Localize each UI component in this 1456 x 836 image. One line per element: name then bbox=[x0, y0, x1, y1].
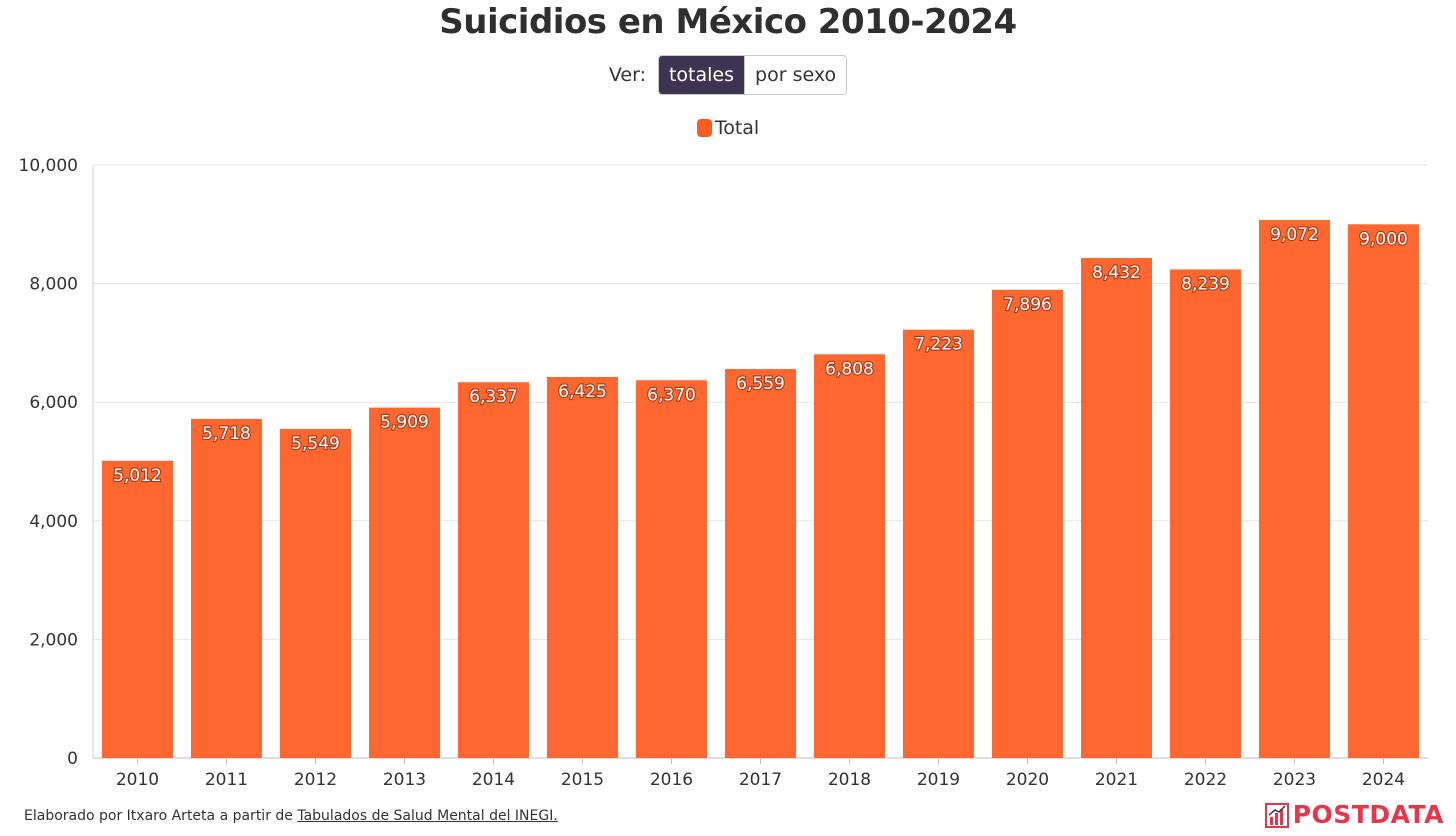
bar-2011[interactable] bbox=[191, 418, 262, 758]
data-label: 7,896 bbox=[1003, 295, 1052, 315]
x-tick-label: 2011 bbox=[205, 770, 248, 790]
toggle-totales-button[interactable]: totales bbox=[658, 56, 745, 94]
logo-text: POSTDATA bbox=[1292, 800, 1444, 829]
data-label: 5,718 bbox=[202, 424, 251, 444]
x-tick-label: 2023 bbox=[1273, 770, 1316, 790]
bar-2020[interactable] bbox=[992, 289, 1063, 758]
legend-label-total: Total bbox=[714, 117, 760, 139]
x-tick-label: 2017 bbox=[739, 770, 782, 790]
toggle-por-sexo-button[interactable]: por sexo bbox=[744, 56, 847, 94]
bar-2018[interactable] bbox=[814, 354, 885, 758]
bar-2017[interactable] bbox=[725, 369, 796, 758]
data-label: 9,072 bbox=[1270, 225, 1319, 245]
x-tick-label: 2024 bbox=[1362, 770, 1405, 790]
x-tick-label: 2018 bbox=[828, 770, 871, 790]
legend-swatch bbox=[696, 119, 712, 137]
data-label: 8,432 bbox=[1092, 263, 1141, 283]
view-toggle: totales por sexo bbox=[657, 55, 848, 95]
data-label: 6,808 bbox=[825, 359, 874, 379]
y-tick-label: 2,000 bbox=[29, 630, 78, 650]
bar-chart-icon bbox=[1264, 802, 1289, 828]
data-label: 5,012 bbox=[113, 466, 162, 486]
bar-2022[interactable] bbox=[1170, 269, 1241, 758]
chart-title: Suicidios en México 2010-2024 bbox=[439, 2, 1017, 42]
data-label: 6,337 bbox=[469, 387, 518, 407]
x-tick-label: 2022 bbox=[1184, 770, 1227, 790]
bar-2024[interactable] bbox=[1348, 224, 1419, 759]
data-label: 6,370 bbox=[647, 385, 696, 405]
data-label: 5,909 bbox=[380, 413, 429, 433]
data-label: 6,559 bbox=[736, 374, 785, 394]
x-tick-label: 2016 bbox=[650, 770, 693, 790]
bar-2013[interactable] bbox=[369, 407, 440, 758]
y-tick-label: 8,000 bbox=[29, 275, 78, 295]
bar-2016[interactable] bbox=[636, 380, 707, 758]
x-tick-label: 2015 bbox=[561, 770, 604, 790]
bar-2019[interactable] bbox=[903, 329, 974, 758]
bar-2015[interactable] bbox=[547, 376, 618, 758]
y-tick-label: 0 bbox=[67, 749, 78, 769]
view-toggle-row: Ver: totales por sexo bbox=[0, 55, 1456, 95]
data-label: 8,239 bbox=[1181, 274, 1230, 294]
source-link[interactable]: Tabulados de Salud Mental del INEGI. bbox=[297, 808, 558, 824]
bar-2023[interactable] bbox=[1259, 220, 1330, 758]
y-tick-label: 4,000 bbox=[29, 512, 78, 532]
x-tick-label: 2014 bbox=[472, 770, 515, 790]
bar-2014[interactable] bbox=[458, 382, 529, 758]
bar-2010[interactable] bbox=[102, 460, 173, 758]
data-label: 5,549 bbox=[291, 434, 340, 454]
postdata-logo[interactable]: POSTDATA bbox=[1264, 800, 1444, 829]
x-tick-label: 2020 bbox=[1006, 770, 1049, 790]
data-label: 6,425 bbox=[558, 382, 607, 402]
y-tick-label: 10,000 bbox=[19, 156, 78, 176]
x-tick-label: 2010 bbox=[116, 770, 159, 790]
x-tick-label: 2013 bbox=[383, 770, 426, 790]
bar-2021[interactable] bbox=[1081, 257, 1152, 758]
data-label: 7,223 bbox=[914, 335, 963, 355]
y-tick-label: 6,000 bbox=[29, 393, 78, 413]
x-tick-label: 2019 bbox=[917, 770, 960, 790]
footer-credit: Elaborado por Itxaro Arteta a partir de … bbox=[24, 808, 558, 824]
view-label: Ver: bbox=[608, 64, 646, 86]
legend[interactable]: Total bbox=[0, 117, 1456, 139]
data-label: 9,000 bbox=[1359, 229, 1408, 249]
x-tick-label: 2021 bbox=[1095, 770, 1138, 790]
footer-prefix: Elaborado por Itxaro Arteta a partir de bbox=[24, 808, 298, 824]
bar-2012[interactable] bbox=[280, 428, 351, 758]
x-tick-label: 2012 bbox=[294, 770, 337, 790]
